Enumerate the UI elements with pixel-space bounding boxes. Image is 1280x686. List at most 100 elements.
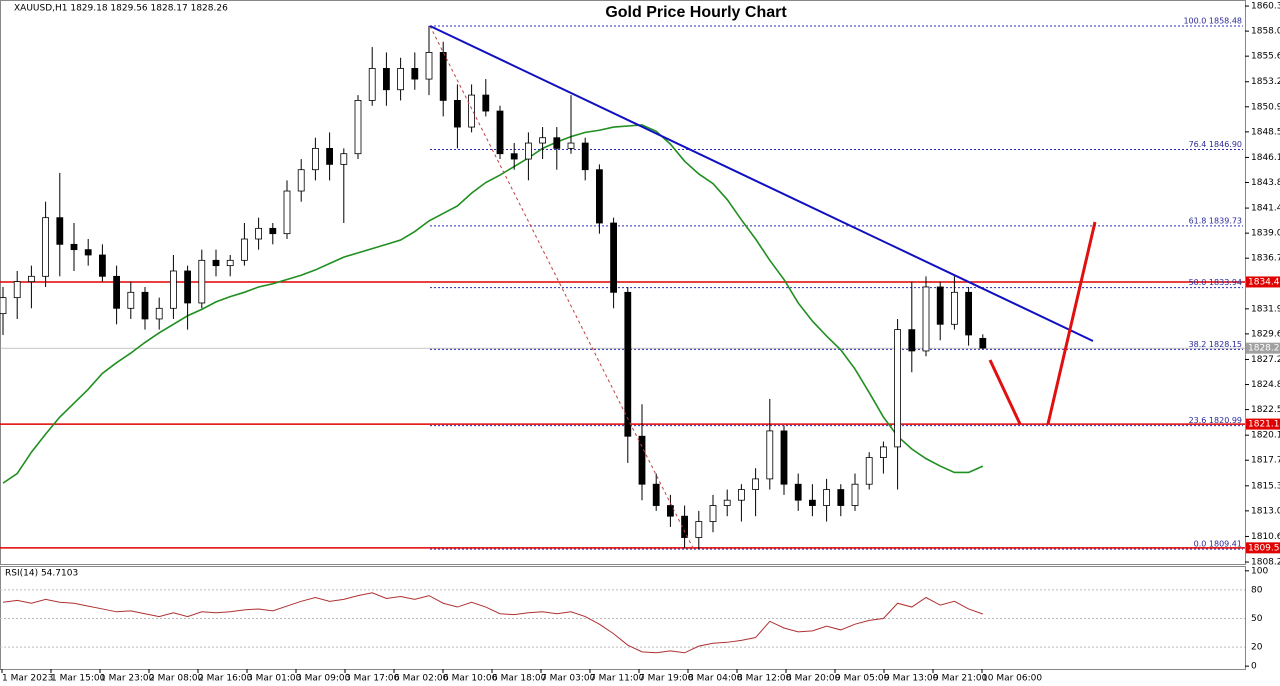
- candle-body: [823, 489, 830, 506]
- candle-body: [652, 483, 660, 506]
- candle-body: [951, 291, 958, 325]
- header: XAUUSD,H1 1829.18 1829.56 1828.17 1828.2…: [14, 4, 228, 14]
- candle-body: [723, 499, 731, 506]
- arrow-up: [1046, 221, 1097, 425]
- fib-label: 50.0 1833.94: [1189, 278, 1242, 287]
- candle-body: [297, 169, 305, 192]
- moving-average: [2, 124, 984, 484]
- candle-body: [610, 222, 617, 293]
- y-tick-label: 1824.85: [1251, 380, 1280, 390]
- candle-body: [311, 147, 319, 171]
- y-tick-label: 1855.65: [1251, 52, 1280, 62]
- candle-body: [965, 291, 972, 336]
- x-tick-label: 7 Mar 19:00: [639, 674, 694, 684]
- candle-body: [255, 227, 263, 240]
- candle-body: [42, 217, 49, 277]
- candle-body: [482, 94, 490, 112]
- x-tick-label: 1 Mar 23:00: [100, 674, 155, 684]
- x-tick-label: 3 Mar 09:00: [296, 674, 351, 684]
- rsi-tick-label: 20: [1251, 643, 1263, 653]
- candle-body: [397, 68, 405, 91]
- candle-body: [553, 137, 561, 149]
- candle-body: [70, 243, 78, 251]
- candle-body: [184, 270, 192, 304]
- candle-body: [851, 483, 859, 506]
- level-label: 1809.53: [1248, 543, 1280, 553]
- candle-body: [794, 483, 802, 501]
- candle-body: [226, 259, 234, 267]
- candle-body: [453, 100, 461, 128]
- level-label-box: [1246, 276, 1280, 288]
- candle-body: [326, 147, 334, 165]
- y-tick-label: 1822.50: [1251, 405, 1280, 415]
- y-tick-label: 1839.05: [1251, 229, 1280, 239]
- rsi-tick-label: 0: [1251, 662, 1257, 672]
- fib-diagonal: [429, 25, 694, 549]
- x-tick-label: 10 Mar 06:00: [982, 674, 1042, 684]
- x-tick-label: 8 Mar 12:00: [737, 674, 792, 684]
- candle-body: [269, 227, 277, 235]
- fib-label: 38.2 1828.15: [1189, 340, 1242, 349]
- price-label-box: [1246, 342, 1280, 354]
- y-tick-label: 1860.35: [1251, 2, 1280, 12]
- candle-body: [596, 169, 603, 224]
- y-tick-label: 1827.20: [1251, 355, 1280, 365]
- y-tick-label: 1846.15: [1251, 153, 1280, 163]
- y-tick-label: 1841.40: [1251, 204, 1280, 214]
- x-tick-label: 9 Mar 13:00: [884, 674, 939, 684]
- level-label: 1821.14: [1248, 420, 1280, 430]
- candle-body: [681, 515, 688, 538]
- candle-body: [382, 68, 390, 91]
- y-tick-label: 1815.35: [1251, 481, 1280, 491]
- candle-body: [624, 291, 632, 437]
- candle-body: [439, 52, 447, 101]
- y-tick-label: 1829.60: [1251, 329, 1280, 339]
- y-tick-label: 1808.20: [1251, 558, 1280, 568]
- candle-body: [99, 254, 106, 277]
- candle-body: [155, 307, 163, 320]
- candle-body: [368, 68, 376, 101]
- candle-body: [169, 270, 177, 309]
- y-tick-label: 1850.90: [1251, 102, 1280, 112]
- y-tick-label: 1817.75: [1251, 456, 1280, 466]
- candle-body: [809, 499, 816, 506]
- candle-body: [709, 505, 717, 522]
- rsi-panel: [0, 566, 1246, 670]
- rsi-title: RSI(14) 54.7103: [5, 569, 78, 579]
- candle-body: [240, 238, 248, 261]
- candle-body: [468, 94, 476, 128]
- candle-body: [141, 291, 149, 320]
- candle-body: [539, 137, 546, 144]
- fib-label: 0.0 1809.41: [1194, 540, 1242, 549]
- rsi-tick-label: 50: [1251, 614, 1263, 624]
- candle-body: [738, 489, 745, 501]
- x-tick-label: 6 Mar 18:00: [492, 674, 547, 684]
- x-tick-label: 8 Mar 04:00: [688, 674, 743, 684]
- y-tick-label: 1836.70: [1251, 254, 1280, 264]
- x-tick-label: 7 Mar 03:00: [541, 674, 596, 684]
- candle-body: [212, 259, 220, 267]
- x-tick-label: 9 Mar 21:00: [933, 674, 988, 684]
- candle-body: [567, 142, 575, 149]
- candle-body: [56, 217, 64, 245]
- candle-body: [979, 337, 987, 349]
- y-tick-label: 1810.60: [1251, 532, 1280, 542]
- x-tick-label: 1 Mar 2023: [2, 674, 53, 684]
- fib-label: 23.6 1820.99: [1189, 416, 1242, 425]
- candle-body: [865, 457, 873, 485]
- x-tick-label: 6 Mar 10:00: [443, 674, 498, 684]
- level-label-box: [1246, 542, 1280, 554]
- price-label: 1828.26: [1248, 344, 1280, 354]
- candle-body: [198, 259, 206, 304]
- x-tick-label: 3 Mar 01:00: [247, 674, 302, 684]
- y-tick-label: 1813.00: [1251, 506, 1280, 516]
- fib-label: 61.8 1839.73: [1189, 216, 1242, 225]
- rsi-line: [2, 592, 983, 654]
- x-tick-label: 3 Mar 17:00: [345, 674, 400, 684]
- arrow-down: [988, 359, 1022, 425]
- candle-body: [894, 329, 901, 448]
- candle-body: [113, 275, 120, 309]
- candle-body: [496, 110, 504, 155]
- candle-body: [766, 430, 774, 480]
- candle-body: [752, 478, 759, 490]
